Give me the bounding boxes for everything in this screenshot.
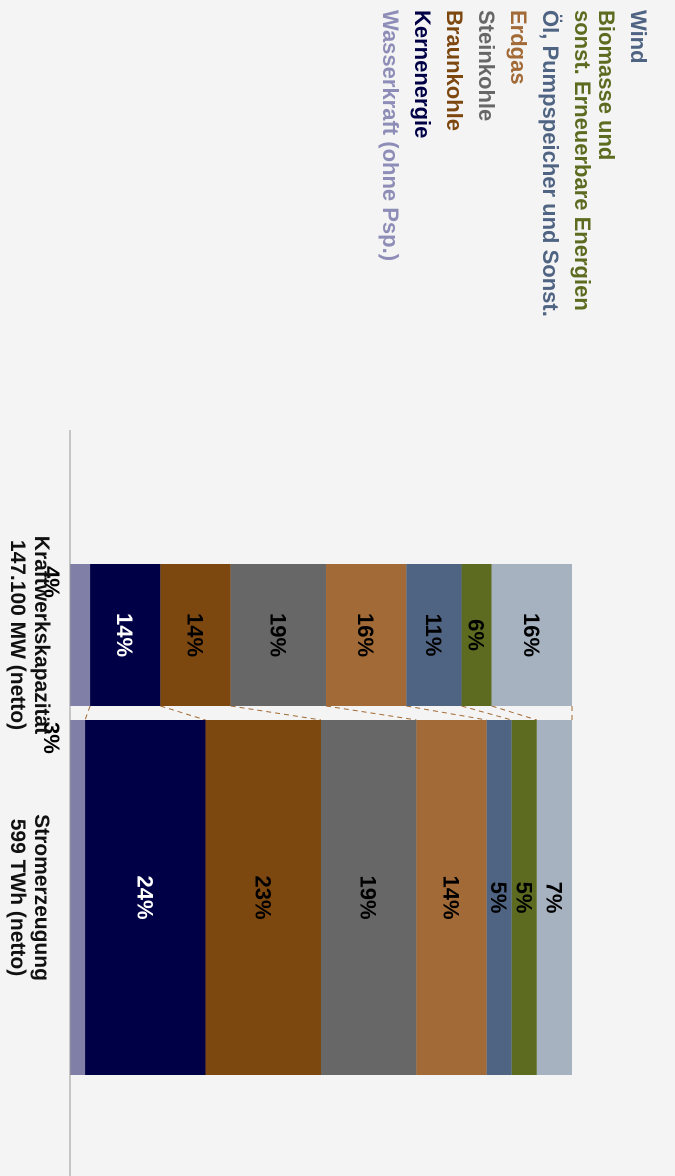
bar-1-segment-l-pumpspeicher-und-sonst [406, 564, 462, 706]
connector-steinkohle [325, 705, 417, 721]
bar-2-segment-biomasse-und-sonst-erneuerbare-energien [511, 720, 537, 1075]
bar-1-segment-erdgas [326, 564, 407, 706]
bar-2-segment-l-pumpspeicher-und-sonst [486, 720, 512, 1075]
bar-2-label-erdgas: 14% [439, 875, 464, 919]
bar-1-caption: Kraftwerkskapazität147.100 MW (netto) [6, 536, 53, 734]
bar-2-label-wind: 7% [541, 882, 566, 914]
legend-label-braunkohle: Braunkohle [442, 10, 467, 131]
bar-1-label-biomasse-und-sonst-erneuerbare-energien: 6% [464, 619, 489, 651]
bar-captions: Kraftwerkskapazität147.100 MW (netto) Str… [6, 536, 53, 981]
bar-2-label-braunkohle: 23% [250, 875, 275, 919]
connector-biomasse-und-sonst-erneuerbare-energien [491, 705, 538, 721]
connector-kernenergie [160, 705, 206, 721]
bar-2-segment-kernenergie [85, 720, 206, 1075]
bar-1-label-wind: 16% [519, 613, 544, 657]
legend-label-l-pumpspeicher-und-sonst: Öl, Pumpspeicher und Sonst. [538, 10, 563, 317]
bar-2-label-l-pumpspeicher-und-sonst: 5% [486, 882, 511, 914]
bar-2-segment-braunkohle [205, 720, 321, 1075]
connector-l-pumpspeicher-und-sonst [461, 705, 512, 721]
bar-1-label-l-pumpspeicher-und-sonst: 11% [421, 614, 446, 657]
bars [69, 564, 572, 1075]
bar-2-segment-erdgas [416, 720, 487, 1075]
legend-label-erdgas: Erdgas [506, 10, 531, 85]
bar-2-segment-wind [536, 720, 572, 1075]
legend-label-kernenergie: Kernenergie [410, 10, 435, 138]
bar-1-label-wasserkraft-ohne-psp: 4% [39, 566, 64, 598]
connector-erdgas [406, 705, 487, 721]
bar-1-segment-wind [491, 564, 572, 706]
legend-label-wind: Wind [626, 10, 651, 64]
bar-2-segment-steinkohle [321, 720, 417, 1075]
bar-2-label-steinkohle: 19% [356, 875, 381, 919]
bar-1-segment-braunkohle [160, 564, 231, 706]
legend: Wind Biomasse undsonst. Erneuerbare Energ… [378, 10, 651, 317]
connector-braunkohle [230, 705, 322, 721]
bar-2-label-biomasse-und-sonst-erneuerbare-energien: 5% [511, 882, 536, 914]
bar-2-label-wasserkraft-ohne-psp: 3% [39, 722, 64, 754]
bar-2-label-kernenergie: 24% [132, 875, 157, 919]
bar-1-segment-wasserkraft-ohne-psp [70, 564, 91, 706]
bar-2-caption: Stromerzeugung599 TWh (netto) [6, 814, 53, 981]
bar-1-segment-steinkohle [230, 564, 327, 706]
connector-wasserkraft-ohne-psp [84, 705, 91, 721]
legend-label-biomasse-und-sonst-erneuerbare-energien: Biomasse undsonst. Erneuerbare Energien [570, 10, 619, 311]
bar-2-segment-wasserkraft-ohne-psp [69, 720, 86, 1075]
bar-1-label-braunkohle: 14% [183, 613, 208, 657]
bar-connectors [69, 705, 573, 721]
legend-label-wasserkraft-ohne-psp: Wasserkraft (ohne Psp.) [378, 10, 403, 261]
bar-1-segment-biomasse-und-sonst-erneuerbare-energien [461, 564, 492, 706]
bar-1-segment-kernenergie [90, 564, 161, 706]
segment-labels: 4% 14% 14% 19% 16% 11% 6% 16% 3% 24% 23% 19% 14% 5% 5%… [39, 566, 566, 920]
bar-1-label-kernenergie: 14% [112, 613, 137, 657]
legend-label-steinkohle: Steinkohle [474, 10, 499, 121]
bar-1-label-steinkohle: 19% [265, 613, 290, 657]
bar-1-label-erdgas: 16% [353, 613, 378, 657]
